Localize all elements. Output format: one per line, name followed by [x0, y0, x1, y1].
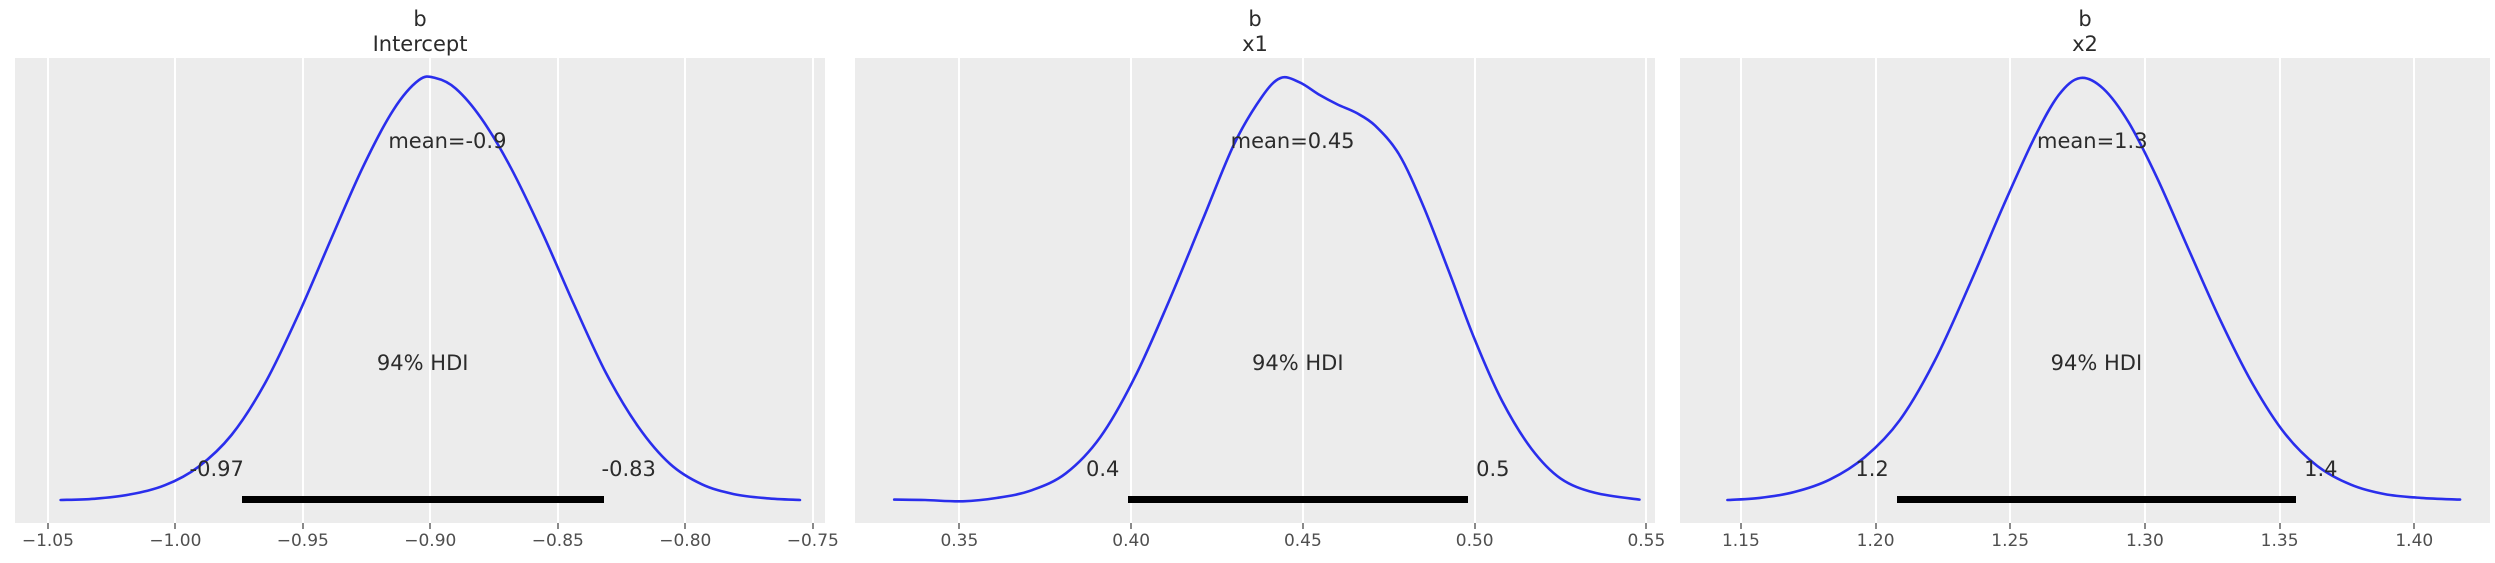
gridline: [46, 58, 49, 523]
x-tick-label: 0.35: [940, 531, 979, 551]
gridline: [1473, 58, 1476, 523]
x-tick-mark: [811, 523, 814, 529]
x-tick-mark: [2413, 523, 2416, 529]
panel-title-line: b: [413, 7, 427, 31]
x-tick-mark: [556, 523, 559, 529]
x-tick-mark: [1301, 523, 1304, 529]
density-curve: [1726, 76, 2462, 502]
x-tick-mark: [1473, 523, 1476, 529]
gridline: [1301, 58, 1304, 523]
x-tick-label: 0.50: [1455, 531, 1494, 551]
hdi-interval-label: 94% HDI: [1252, 351, 1344, 375]
x-tick-label: −0.80: [659, 531, 712, 551]
gridline: [2009, 58, 2012, 523]
x-tick-label: 1.30: [2125, 531, 2164, 551]
x-tick-mark: [2278, 523, 2281, 529]
hdi-upper-label: -0.83: [601, 457, 656, 481]
x-tick-label: 1.40: [2395, 531, 2434, 551]
mean-label: mean=0.45: [1230, 129, 1355, 153]
x-tick-label: −0.85: [531, 531, 584, 551]
gridline: [429, 58, 432, 523]
x-tick-mark: [174, 523, 177, 529]
panel-title-line: b: [2078, 7, 2092, 31]
panel-title: b Intercept: [15, 7, 825, 57]
x-tick-mark: [958, 523, 961, 529]
panel-title: b x2: [1680, 7, 2490, 57]
gridline: [174, 58, 177, 523]
x-tick-mark: [1739, 523, 1742, 529]
density-curve: [59, 75, 802, 502]
x-tick-mark: [1645, 523, 1648, 529]
x-tick-label: −1.00: [149, 531, 202, 551]
x-tick-mark: [46, 523, 49, 529]
x-tick-label: 1.35: [2260, 531, 2299, 551]
plot-area: [15, 58, 825, 523]
x-tick-label: 0.55: [1627, 531, 1666, 551]
x-tick-mark: [2143, 523, 2146, 529]
x-tick-label: 1.20: [1856, 531, 1895, 551]
mean-label: mean=-0.9: [388, 129, 507, 153]
hdi-bar: [241, 496, 604, 503]
gridline: [2278, 58, 2281, 523]
hdi-lower-label: 1.2: [1855, 457, 1889, 481]
posterior-panel-b-Intercept: b Intercept mean=-0.9 94% HDI -0.97 -0.83 −1.0…: [15, 0, 839, 563]
x-tick-label: −0.90: [404, 531, 457, 551]
gridline: [301, 58, 304, 523]
hdi-interval-label: 94% HDI: [376, 351, 469, 375]
panel-title-line: b: [1248, 7, 1262, 31]
gridline: [2143, 58, 2146, 523]
panel-title: b x1: [855, 7, 1655, 57]
hdi-lower-label: 0.4: [1085, 457, 1120, 481]
density-curve-canvas: [892, 75, 1641, 503]
gridline: [684, 58, 687, 523]
x-tick-label: 0.45: [1283, 531, 1322, 551]
x-tick-mark: [2009, 523, 2012, 529]
density-curve-canvas: [59, 75, 802, 502]
x-tick-mark: [429, 523, 432, 529]
hdi-upper-label: 0.5: [1476, 457, 1510, 481]
x-tick-mark: [301, 523, 304, 529]
hdi-bar: [1127, 496, 1468, 503]
x-tick-label: −1.05: [21, 531, 74, 551]
panel-title-line: x1: [1242, 32, 1268, 56]
hdi-lower-label: -0.97: [189, 457, 244, 481]
plot-area: [855, 58, 1655, 523]
x-tick-mark: [1874, 523, 1877, 529]
density-curve: [892, 75, 1641, 503]
x-tick-label: −0.95: [276, 531, 329, 551]
mean-label: mean=1.3: [2037, 129, 2148, 153]
density-curve-canvas: [1726, 76, 2462, 502]
gridline: [2413, 58, 2416, 523]
posterior-panel-b-x1: b x1 mean=0.45 94% HDI 0.4 0.5 0.35 0.40 0.45 0.5…: [855, 0, 1665, 563]
x-tick-label: 0.40: [1112, 531, 1151, 551]
hdi-interval-label: 94% HDI: [2050, 351, 2143, 375]
gridline: [1739, 58, 1742, 523]
x-tick-mark: [684, 523, 687, 529]
x-tick-label: 1.25: [1991, 531, 2030, 551]
panel-title-line: Intercept: [372, 32, 468, 56]
x-tick-mark: [1130, 523, 1133, 529]
gridline: [556, 58, 559, 523]
gridline: [1645, 58, 1648, 523]
plot-area: [1680, 58, 2490, 523]
x-tick-label: −0.75: [786, 531, 839, 551]
x-tick-label: 1.15: [1721, 531, 1760, 551]
gridline: [811, 58, 814, 523]
gridline: [1130, 58, 1133, 523]
posterior-panel-b-x2: b x2 mean=1.3 94% HDI 1.2 1.4 1.15 1.20 1.25 1.30…: [1680, 0, 2490, 563]
hdi-bar: [1897, 496, 2296, 503]
hdi-upper-label: 1.4: [2304, 457, 2338, 481]
panel-title-line: x2: [2072, 32, 2098, 56]
gridline: [1874, 58, 1877, 523]
gridline: [958, 58, 961, 523]
